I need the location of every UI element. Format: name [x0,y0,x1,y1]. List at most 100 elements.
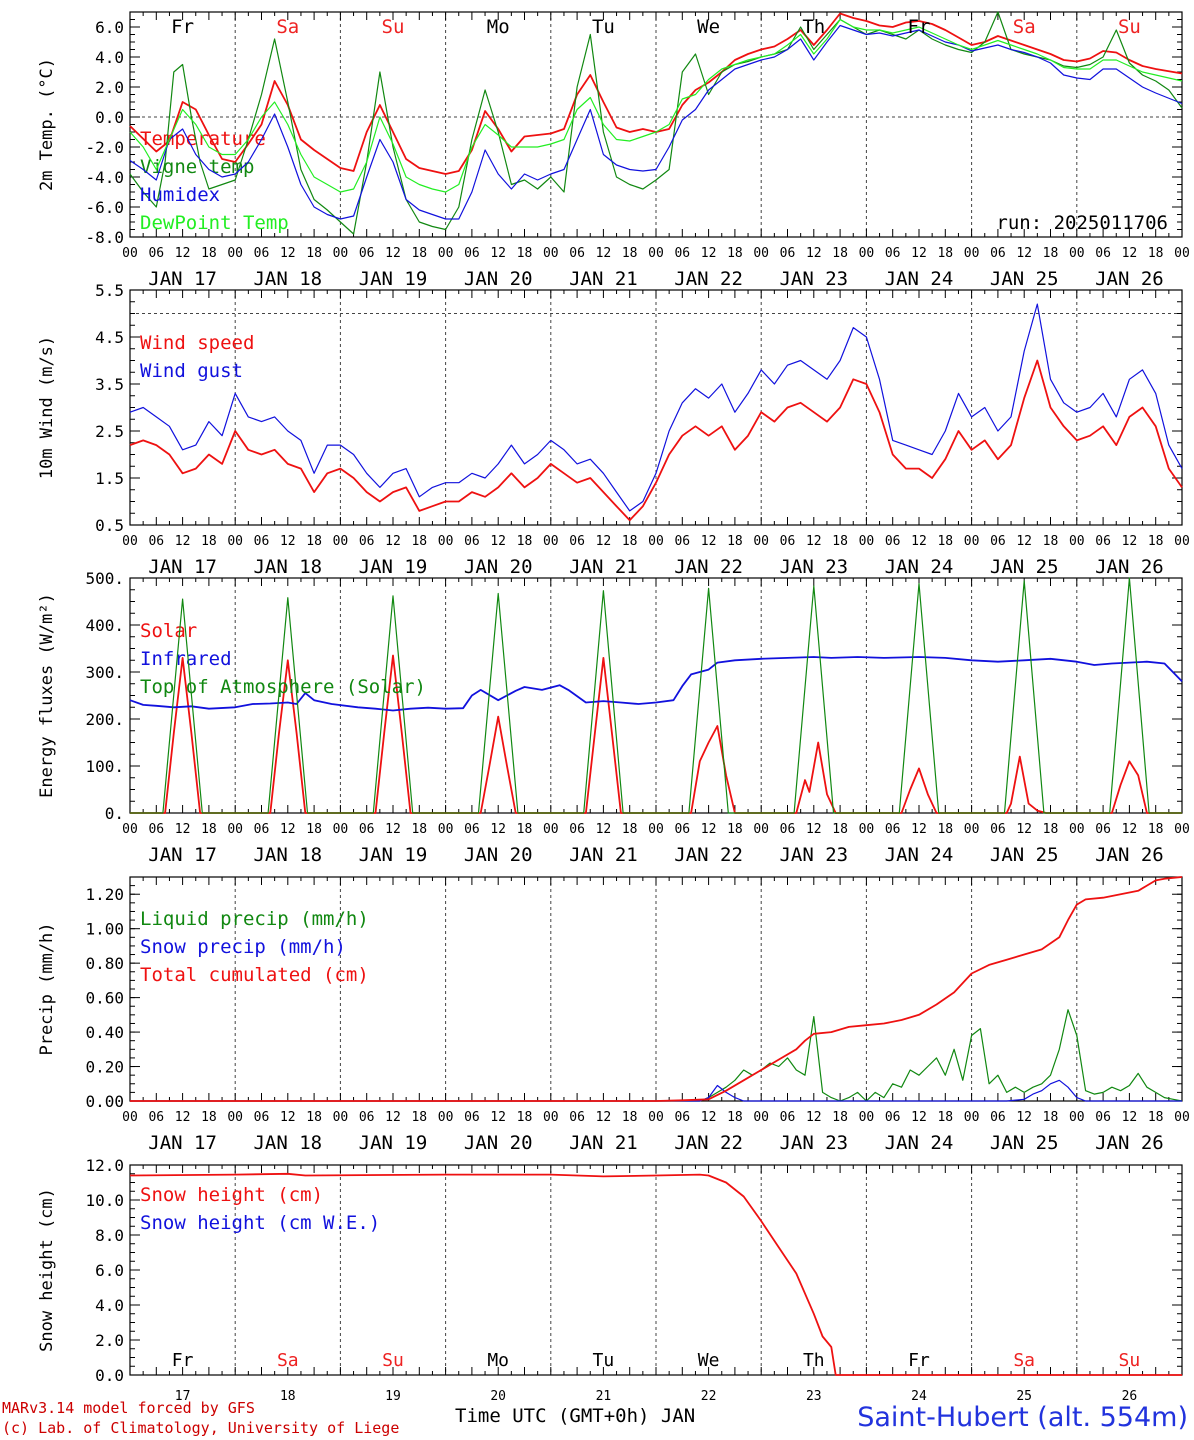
y-tick-label: 4.5 [95,328,124,347]
panel-5: 12.0 10.0 8.0 6.0 4.0 2.0 0.0 Snow height (cm) S… [37,1156,1183,1404]
y-tick-label: 2.0 [95,78,124,97]
hour-tick-label: 12 [385,246,401,261]
day-name-label: We [697,16,720,38]
hour-tick-label: 12 [596,1110,612,1125]
series-line [129,11,1183,235]
day-name-label: Th [803,1350,825,1371]
hour-tick-label: 18 [1043,1110,1059,1125]
hour-tick-label: 12 [806,1110,822,1125]
hour-tick-label: 12 [701,534,717,549]
hour-tick-label: 06 [780,534,796,549]
hour-tick-label: 12 [701,822,717,837]
hour-tick-label: 18 [1148,1110,1164,1125]
hour-tick-label: 00 [227,822,243,837]
date-label: JAN 20 [464,844,533,866]
hour-tick-label: 00 [1069,1110,1085,1125]
panel-3: 500. 400. 300. 200. 100. 0. Energy fluxes (W/m… [37,569,1190,866]
day-name-label: Su [382,16,405,38]
hour-tick-label: 18 [201,246,217,261]
hour-tick-label: 06 [674,1110,690,1125]
hour-tick-label: 12 [385,822,401,837]
hour-tick-label: 00 [648,246,664,261]
hour-tick-label: 18 [937,1110,953,1125]
hour-tick-label: 12 [1122,822,1138,837]
date-label: JAN 25 [990,268,1059,290]
hour-tick-label: 06 [780,822,796,837]
hour-tick-label: 12 [280,534,296,549]
day-name-label: We [698,1350,720,1371]
day-number-label: 20 [490,1389,506,1404]
date-label: JAN 25 [990,556,1059,578]
hour-tick-label: 18 [937,822,953,837]
y-tick-label: 0. [105,804,124,823]
hour-tick-label: 06 [1095,534,1111,549]
date-label: JAN 22 [674,268,743,290]
y-tick-label: 12.0 [85,1156,124,1175]
day-number-label: 22 [701,1389,717,1404]
hour-tick-label: 12 [385,534,401,549]
hour-tick-label: 12 [1122,534,1138,549]
y-tick-label: 5.5 [95,281,124,300]
date-label: JAN 25 [990,844,1059,866]
series-line [129,24,1183,220]
y-tick-label: 2.5 [95,422,124,441]
series-line [130,876,1183,1102]
hour-tick-label: 06 [148,246,164,261]
date-label: JAN 25 [990,1132,1059,1154]
hour-tick-label: 18 [201,1110,217,1125]
date-label: JAN 19 [359,268,428,290]
y-tick-label: 1.20 [85,885,124,904]
y-tick-label: 6.0 [95,18,124,37]
hour-tick-label: 18 [306,822,322,837]
y-tick-label: 200. [85,710,124,729]
day-name-label: Su [1119,1350,1141,1371]
day-name-label: Su [1118,16,1141,38]
day-name-label: Th [802,16,825,38]
hour-tick-label: 00 [753,534,769,549]
y-tick-label: 300. [85,663,124,682]
hour-tick-label: 06 [1095,822,1111,837]
date-label: JAN 19 [359,844,428,866]
hour-tick-label: 00 [964,822,980,837]
hour-tick-label: 00 [122,822,138,837]
legend-entry: Solar [140,620,197,642]
day-name-label: Mo [487,16,510,38]
hour-tick-label: 00 [1069,246,1085,261]
hour-tick-label: 06 [674,246,690,261]
hour-tick-label: 06 [990,1110,1006,1125]
y-tick-label: 0.5 [95,516,124,535]
day-number-label: 18 [280,1389,296,1404]
hour-tick-label: 18 [1148,246,1164,261]
y-axis-label: 2m Temp. (°C) [37,58,57,191]
hour-tick-label: 12 [1016,822,1032,837]
hour-tick-label: 18 [622,1110,638,1125]
hour-tick-label: 12 [911,534,927,549]
hour-tick-label: 12 [1016,534,1032,549]
legend-entry: DewPoint Temp [140,212,289,234]
hour-tick-label: 18 [727,534,743,549]
day-name-label: Sa [1013,1350,1035,1371]
hour-tick-label: 18 [411,534,427,549]
legend-entry: Vigne temp [140,156,254,178]
hour-tick-label: 06 [780,1110,796,1125]
y-tick-label: -6.0 [85,198,124,217]
hour-tick-label: 06 [674,534,690,549]
date-label: JAN 23 [779,268,848,290]
date-label: JAN 18 [253,268,322,290]
hour-tick-label: 12 [596,534,612,549]
day-name-label: Fr [908,1350,930,1371]
legend-entry: Wind speed [140,332,254,354]
hour-tick-label: 18 [517,534,533,549]
hour-tick-label: 18 [832,246,848,261]
y-tick-label: 0.40 [85,1023,124,1042]
hour-tick-label: 06 [359,822,375,837]
hour-tick-label: 00 [753,822,769,837]
hour-tick-label: 06 [990,534,1006,549]
hour-tick-label: 06 [885,1110,901,1125]
hour-tick-label: 18 [411,246,427,261]
hour-tick-label: 00 [438,534,454,549]
date-label: JAN 24 [885,1132,954,1154]
y-tick-label: 0.0 [95,108,124,127]
y-tick-label: 8.0 [95,1226,124,1245]
run-label: run: 2025011706 [996,212,1168,234]
